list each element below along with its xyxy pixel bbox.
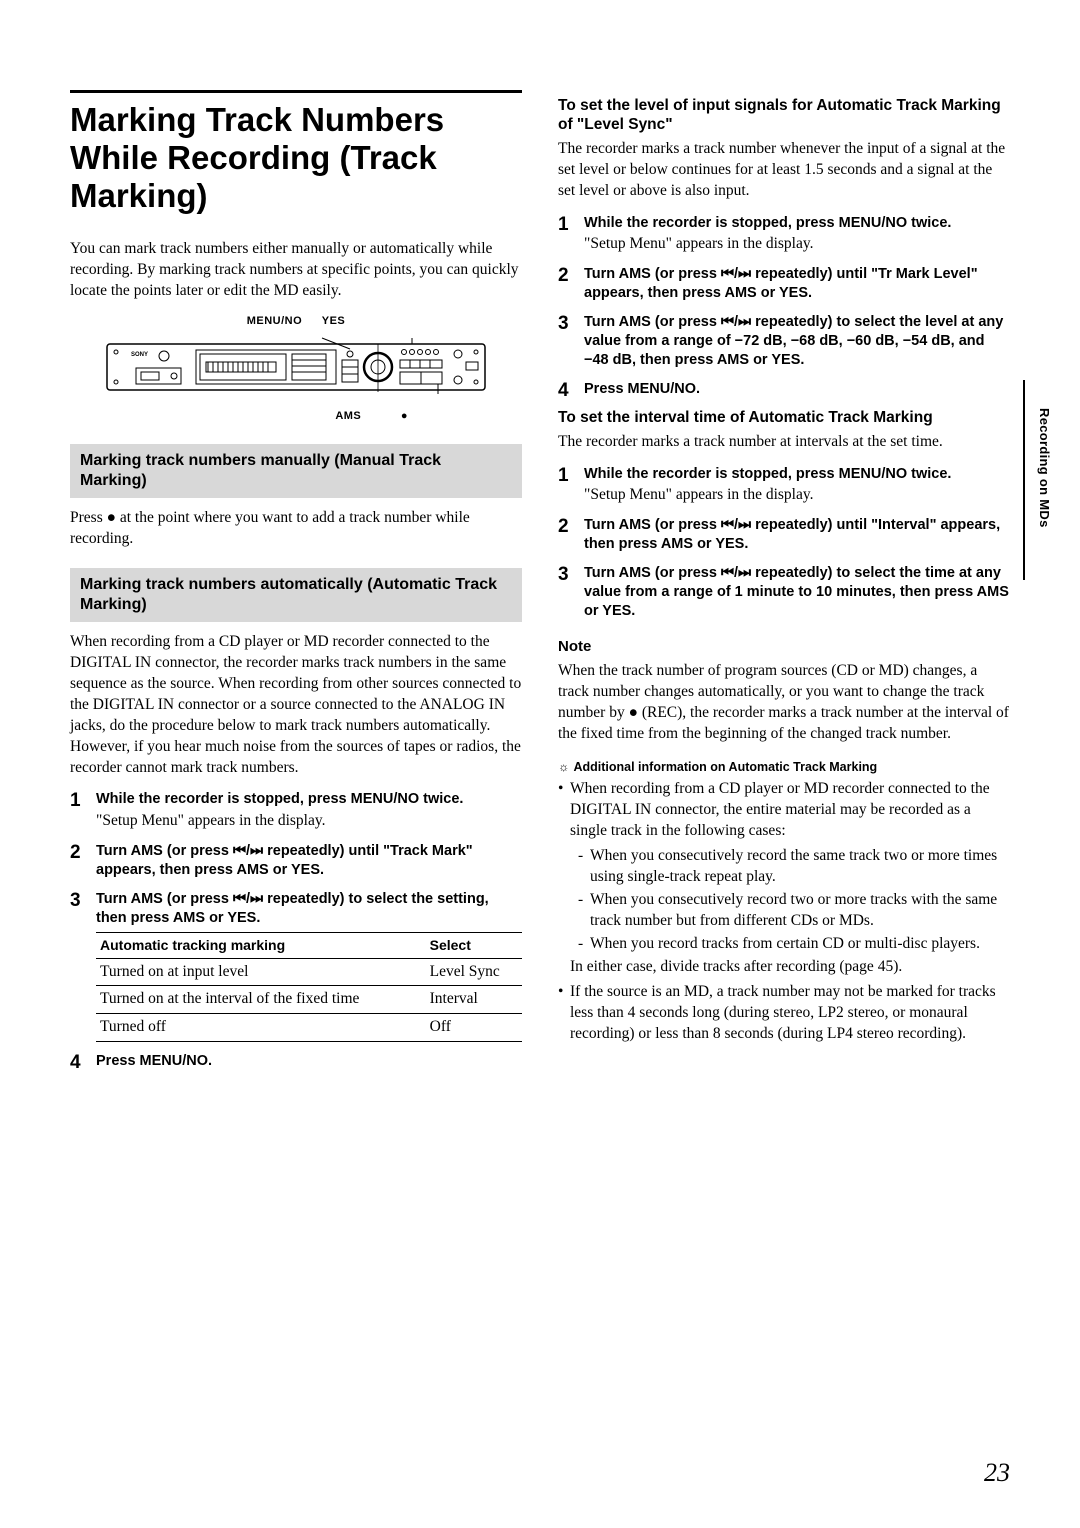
step-sub: "Setup Menu" appears in the display. <box>96 811 522 832</box>
page-columns: Marking Track Numbers While Recording (T… <box>70 90 1010 1081</box>
left-step-3: 3 Turn AMS (or press ⏮/⏭ repeatedly) to … <box>70 890 522 1042</box>
left-column: Marking Track Numbers While Recording (T… <box>70 90 522 1081</box>
right-b-step-1: 1 While the recorder is stopped, press M… <box>558 465 1010 507</box>
step-head: While the recorder is stopped, press MEN… <box>584 214 1010 233</box>
dash-item: When you consecutively record two or mor… <box>578 890 1010 932</box>
right-a-step-4: 4 Press MENU/NO. <box>558 380 1010 399</box>
step-number: 3 <box>70 888 81 914</box>
side-tab: Recording on MDs <box>1037 408 1052 528</box>
level-sync-body: The recorder marks a track number whenev… <box>558 139 1010 202</box>
dash-item: When you record tracks from certain CD o… <box>578 934 1010 955</box>
step-sub: "Setup Menu" appears in the display. <box>584 485 1010 506</box>
right-a-step-1: 1 While the recorder is stopped, press M… <box>558 214 1010 256</box>
col-header: Select <box>426 932 522 958</box>
step-head: Turn AMS (or press ⏮/⏭ repeatedly) to se… <box>584 313 1010 370</box>
title-rule <box>70 90 522 93</box>
left-step-2: 2 Turn AMS (or press ⏮/⏭ repeatedly) unt… <box>70 842 522 880</box>
bullet-item: If the source is an MD, a track number m… <box>558 982 1010 1045</box>
dash-item: When you consecutively record the same t… <box>578 846 1010 888</box>
device-bottom-labels: AMS ● <box>106 409 486 424</box>
step-head: While the recorder is stopped, press MEN… <box>584 465 1010 484</box>
table-row: Turned on at input level Level Sync <box>96 958 522 986</box>
table-cell: Turned off <box>96 1014 426 1042</box>
step-number: 1 <box>558 212 569 238</box>
step-number: 4 <box>70 1050 81 1076</box>
page-number: 23 <box>984 1458 1010 1488</box>
device-top-labels: MENU/NO YES <box>106 314 486 329</box>
note-heading: Note <box>558 637 1010 657</box>
table-cell: Turned on at the interval of the fixed t… <box>96 986 426 1014</box>
col-header: Automatic tracking marking <box>96 932 426 958</box>
step-sub: "Setup Menu" appears in the display. <box>584 234 1010 255</box>
auto-body: When recording from a CD player or MD re… <box>70 632 522 778</box>
left-step-1: 1 While the recorder is stopped, press M… <box>70 790 522 832</box>
table-cell: Off <box>426 1014 522 1042</box>
right-steps-b: 1 While the recorder is stopped, press M… <box>558 465 1010 621</box>
step-head: While the recorder is stopped, press MEN… <box>96 790 522 809</box>
intro-paragraph: You can mark track numbers either manual… <box>70 239 522 302</box>
step-head: Turn AMS (or press ⏮/⏭ repeatedly) to se… <box>584 564 1010 621</box>
right-b-step-3: 3 Turn AMS (or press ⏮/⏭ repeatedly) to … <box>558 564 1010 621</box>
svg-text:SONY: SONY <box>131 352 148 358</box>
info-bullets: When recording from a CD player or MD re… <box>558 779 1010 1044</box>
bullet-outro: In either case, divide tracks after reco… <box>570 958 902 975</box>
device-diagram: MENU/NO YES SONY <box>106 314 486 425</box>
page-title: Marking Track Numbers While Recording (T… <box>70 101 522 215</box>
step-head: Turn AMS (or press ⏮/⏭ repeatedly) until… <box>96 842 522 880</box>
manual-body: Press ● at the point where you want to a… <box>70 508 522 550</box>
dash-list: When you consecutively record the same t… <box>578 846 1010 955</box>
table-cell: Level Sync <box>426 958 522 986</box>
tip-icon: ☼ <box>558 760 569 774</box>
step-head: Turn AMS (or press ⏮/⏭ repeatedly) until… <box>584 516 1010 554</box>
subhead-manual: Marking track numbers manually (Manual T… <box>70 444 522 498</box>
step-number: 2 <box>70 840 81 866</box>
additional-info-heading: ☼ Additional information on Automatic Tra… <box>558 759 1010 776</box>
h3-level-sync: To set the level of input signals for Au… <box>558 96 1010 135</box>
table-header-row: Automatic tracking marking Select <box>96 932 522 958</box>
bullet-intro: When recording from a CD player or MD re… <box>570 780 990 839</box>
step-number: 3 <box>558 562 569 588</box>
label-menu-no: MENU/NO <box>247 314 302 329</box>
right-a-step-3: 3 Turn AMS (or press ⏮/⏭ repeatedly) to … <box>558 313 1010 370</box>
step-number: 4 <box>558 378 569 404</box>
subhead-auto: Marking track numbers automatically (Aut… <box>70 568 522 622</box>
table-cell: Interval <box>426 986 522 1014</box>
table-cell: Turned on at input level <box>96 958 426 986</box>
additional-info-text: Additional information on Automatic Trac… <box>573 760 877 774</box>
step-number: 3 <box>558 311 569 337</box>
right-b-step-2: 2 Turn AMS (or press ⏮/⏭ repeatedly) unt… <box>558 516 1010 554</box>
right-steps-a: 1 While the recorder is stopped, press M… <box>558 214 1010 399</box>
note-body: When the track number of program sources… <box>558 661 1010 745</box>
step-head: Press MENU/NO. <box>96 1052 522 1071</box>
label-ams: AMS <box>335 409 361 424</box>
options-table: Automatic tracking marking Select Turned… <box>96 932 522 1043</box>
label-rec-dot: ● <box>401 409 408 424</box>
left-step-4: 4 Press MENU/NO. <box>70 1052 522 1071</box>
step-number: 2 <box>558 263 569 289</box>
left-steps: 1 While the recorder is stopped, press M… <box>70 790 522 1071</box>
side-rule <box>1023 380 1025 580</box>
label-yes: YES <box>322 314 346 329</box>
step-number: 1 <box>558 463 569 489</box>
interval-body: The recorder marks a track number at int… <box>558 432 1010 453</box>
step-head: Turn AMS (or press ⏮/⏭ repeatedly) until… <box>584 265 1010 303</box>
step-head: Press MENU/NO. <box>584 380 1010 399</box>
step-head: Turn AMS (or press ⏮/⏭ repeatedly) to se… <box>96 890 522 928</box>
device-svg: SONY <box>106 332 486 402</box>
h3-interval: To set the interval time of Automatic Tr… <box>558 408 1010 427</box>
table-row: Turned off Off <box>96 1014 522 1042</box>
table-row: Turned on at the interval of the fixed t… <box>96 986 522 1014</box>
step-number: 2 <box>558 514 569 540</box>
right-column: To set the level of input signals for Au… <box>558 90 1010 1081</box>
bullet-item: When recording from a CD player or MD re… <box>558 779 1010 977</box>
right-a-step-2: 2 Turn AMS (or press ⏮/⏭ repeatedly) unt… <box>558 265 1010 303</box>
step-number: 1 <box>70 788 81 814</box>
